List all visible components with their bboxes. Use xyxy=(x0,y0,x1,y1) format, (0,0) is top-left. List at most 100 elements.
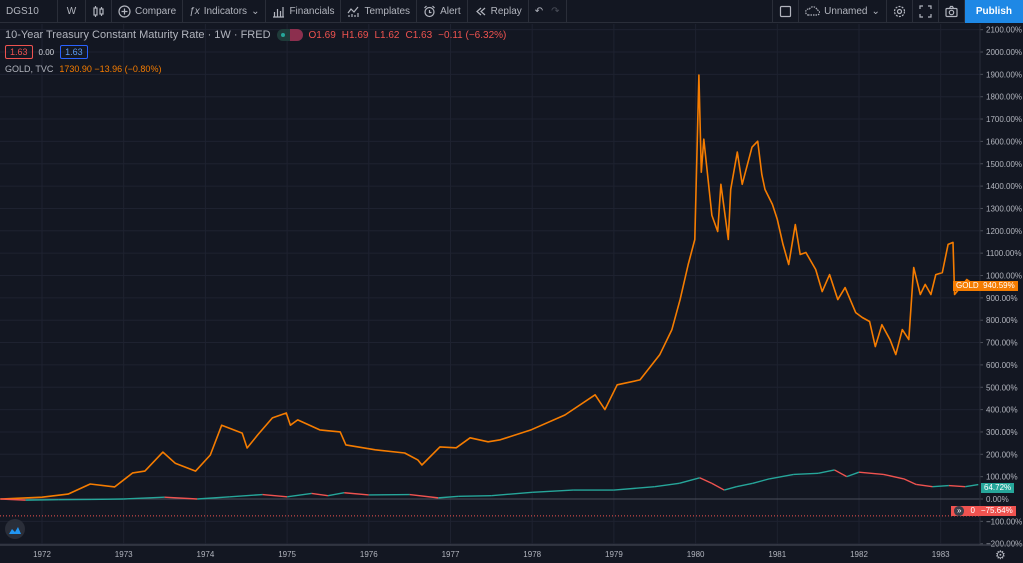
y-tick-label: 300.00% xyxy=(986,428,1018,437)
bar-chart-icon xyxy=(273,6,285,18)
fullscreen-icon xyxy=(919,4,932,18)
axis-settings-icon[interactable]: ⚙ xyxy=(995,548,1006,562)
ohlc-close: C1.63 xyxy=(405,29,433,41)
dgs10-segment xyxy=(311,492,329,497)
symbol-search[interactable]: DGS10 xyxy=(0,0,58,23)
y-tick-label: −200.00% xyxy=(986,540,1022,549)
y-tick-label: 400.00% xyxy=(986,406,1018,415)
y-tick-label: 1300.00% xyxy=(986,204,1022,213)
indicators-button[interactable]: ƒx Indicators ⌄ xyxy=(183,0,267,23)
ohlc-low: L1.62 xyxy=(374,29,400,41)
dgs10-segment xyxy=(883,473,905,480)
dgs10-segment xyxy=(932,484,949,488)
dgs10-segment xyxy=(793,472,819,476)
dgs10-segment xyxy=(699,477,713,484)
dgs10-segment xyxy=(262,493,288,498)
dgs10-segment xyxy=(532,489,574,493)
y-tick-label: 700.00% xyxy=(986,339,1018,348)
candles-icon xyxy=(93,5,104,17)
dgs10-segment xyxy=(409,493,439,499)
y-tick-label: 2100.00% xyxy=(986,26,1022,35)
negative-value: −75.64% xyxy=(980,506,1013,515)
y-tick-label: 1100.00% xyxy=(986,249,1021,258)
dgs10-segment xyxy=(711,482,725,491)
tradingview-logo[interactable] xyxy=(5,519,25,539)
dgs10-segment xyxy=(654,482,680,488)
visibility-toggle[interactable] xyxy=(276,29,303,41)
square-icon xyxy=(780,5,792,17)
snapshot-button[interactable] xyxy=(939,0,965,23)
negative-price-tag: » 0 −75.64% xyxy=(951,506,1016,516)
x-tick-label: 1980 xyxy=(687,550,705,559)
templates-button[interactable]: Templates xyxy=(341,0,418,23)
compare-button[interactable]: Compare xyxy=(112,0,184,23)
replay-button[interactable]: Replay xyxy=(468,0,529,23)
gold-tag-value: 940.59% xyxy=(983,281,1015,290)
dgs10-segment xyxy=(965,483,979,488)
layout-button[interactable] xyxy=(773,0,800,23)
series-title: 10-Year Treasury Constant Maturity Rate … xyxy=(5,29,271,41)
dgs10-segment xyxy=(858,471,884,476)
dgs10-segment xyxy=(438,495,459,499)
y-tick-label: 200.00% xyxy=(986,450,1018,459)
y-tick-label: 1900.00% xyxy=(986,70,1022,79)
indicators-label: Indicators xyxy=(203,5,248,17)
dgs10-segment xyxy=(613,486,655,491)
publish-button[interactable]: Publish xyxy=(964,0,1023,23)
dgs10-segment xyxy=(491,491,533,497)
alert-button[interactable]: Alert xyxy=(417,0,468,23)
dgs10-segment xyxy=(123,496,165,500)
chevron-down-icon[interactable]: ⌄ xyxy=(871,5,880,17)
ohlc-open: O1.69 xyxy=(308,29,336,41)
x-tick-label: 1979 xyxy=(605,550,623,559)
y-tick-label: 1500.00% xyxy=(986,160,1022,169)
layout-name-button[interactable]: Unnamed ⌄ xyxy=(799,0,887,23)
undo-icon[interactable]: ↶ xyxy=(534,5,544,17)
camera-icon xyxy=(945,5,958,17)
gold-series-name: GOLD, TVC xyxy=(5,64,54,74)
compare-label: Compare xyxy=(135,5,177,17)
negative-count: 0 xyxy=(970,506,975,515)
x-tick-label: 1976 xyxy=(360,550,378,559)
x-tick-label: 1978 xyxy=(523,550,541,559)
scroll-right-icon[interactable]: » xyxy=(954,506,965,516)
dgs10-segment xyxy=(458,494,492,498)
y-tick-label: 1800.00% xyxy=(986,93,1022,102)
dgs10-segment xyxy=(752,478,770,485)
financials-button[interactable]: Financials xyxy=(266,0,342,23)
chevron-down-icon[interactable]: ⌄ xyxy=(251,5,260,17)
y-tick-label: 600.00% xyxy=(986,361,1018,370)
interval-button[interactable]: W xyxy=(58,0,86,23)
templates-icon xyxy=(348,6,360,17)
chart-canvas[interactable]: 2100.00% 2000.00% 1900.00% 1800.00% 1700.00%… xyxy=(0,24,1023,563)
dgs10-price-tag: 64.72% xyxy=(981,483,1015,493)
templates-label: Templates xyxy=(364,5,411,17)
x-tick-label: 1982 xyxy=(850,550,868,559)
alarm-clock-icon xyxy=(424,5,435,17)
y-tick-label: 2000.00% xyxy=(986,48,1022,57)
y-tick-label: −100.00% xyxy=(986,517,1022,526)
dgs10-segment xyxy=(916,483,933,488)
bid-box[interactable]: 1.63 xyxy=(5,45,33,59)
gold-series-line xyxy=(0,74,979,500)
spread-value: 0.00 xyxy=(38,47,55,57)
settings-button[interactable] xyxy=(887,0,913,23)
layout-name-label: Unnamed xyxy=(824,5,868,17)
fullscreen-button[interactable] xyxy=(913,0,939,23)
chart-type-button[interactable] xyxy=(86,0,112,23)
y-tick-label: 800.00% xyxy=(986,316,1018,325)
dgs10-segment xyxy=(846,471,860,478)
interval-label: W xyxy=(66,5,77,17)
chart-legend: 10-Year Treasury Constant Maturity Rate … xyxy=(5,27,506,77)
dgs10-segment xyxy=(164,496,198,500)
symbol-label: DGS10 xyxy=(6,5,39,17)
y-tick-label: 900.00% xyxy=(986,294,1018,303)
redo-icon[interactable]: ↷ xyxy=(551,5,560,17)
dgs10-segment xyxy=(818,469,835,474)
y-tick-label: 1000.00% xyxy=(986,272,1022,281)
x-tick-label: 1973 xyxy=(115,550,133,559)
y-tick-label: 1600.00% xyxy=(986,137,1022,146)
ask-box[interactable]: 1.63 xyxy=(60,45,88,59)
dgs10-segment xyxy=(948,484,966,488)
x-tick-label: 1972 xyxy=(33,550,51,559)
